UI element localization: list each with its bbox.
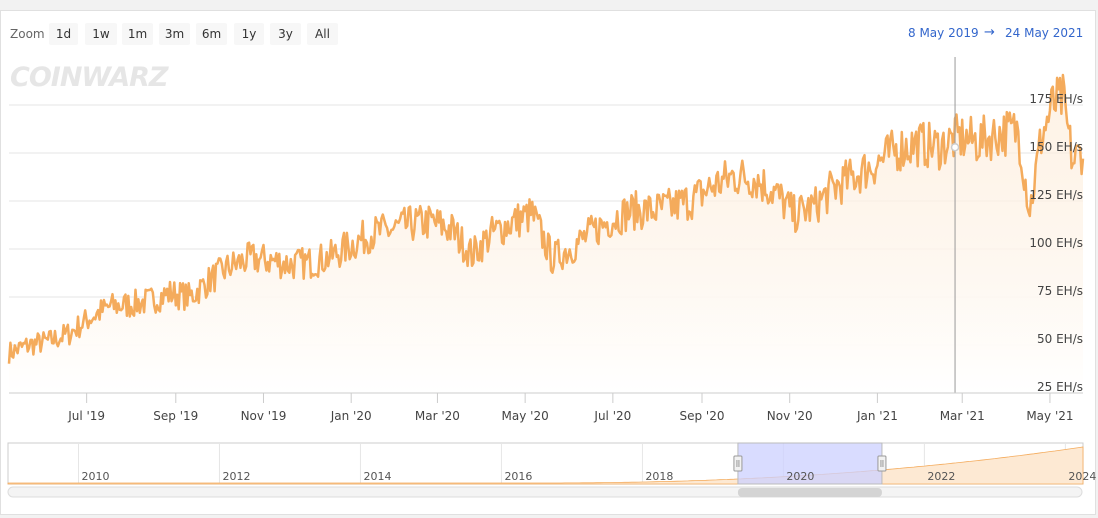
navigator-handle-left[interactable] <box>733 455 743 472</box>
y-tick-label: 25 EH/s <box>1037 380 1083 394</box>
zoom-button-1w[interactable]: 1w <box>85 23 117 45</box>
navigator-x-axis: 2010 2012 2014 2016 2018 2020 2022 2024 <box>81 470 1096 483</box>
x-tick-label: Nov '19 <box>241 409 287 423</box>
zoom-button-6m[interactable]: 6m <box>196 23 227 45</box>
x-tick-label: Nov '20 <box>767 409 813 423</box>
zoom-label: Zoom <box>10 27 45 41</box>
x-tick-label: May '21 <box>1026 409 1073 423</box>
y-tick-label: 50 EH/s <box>1037 332 1083 346</box>
navigator-tick-label: 2016 <box>504 470 532 483</box>
range-arrow: → <box>984 25 995 40</box>
y-tick-label: 150 EH/s <box>1029 140 1083 154</box>
coinwarz-watermark: COINWARZ <box>10 62 169 93</box>
x-tick-label: Jan '20 <box>330 409 372 423</box>
series-area <box>9 75 1083 393</box>
x-tick-label: Mar '21 <box>940 409 985 423</box>
y-tick-label: 75 EH/s <box>1037 284 1083 298</box>
y-axis: 25 EH/s 50 EH/s 75 EH/s 100 EH/s 125 EH/s 150… <box>1029 92 1083 394</box>
navigator-selection[interactable] <box>737 442 883 485</box>
x-tick-label: Sep '19 <box>153 409 198 423</box>
navigator-tick-label: 2022 <box>927 470 955 483</box>
navigator[interactable]: 2010 2012 2014 2016 2018 2020 2022 2024 <box>7 442 1096 485</box>
scrollbar-thumb[interactable] <box>737 488 882 497</box>
series-line <box>7 73 1085 364</box>
navigator-handle-right[interactable] <box>877 455 887 472</box>
zoom-button-1m[interactable]: 1m <box>122 23 153 45</box>
zoom-button-1d[interactable]: 1d <box>49 23 78 45</box>
zoom-button-3m[interactable]: 3m <box>159 23 190 45</box>
scrollbar-track[interactable] <box>7 486 1083 498</box>
range-from-input[interactable]: 8 May 2019 <box>908 26 979 40</box>
range-to-input[interactable]: 24 May 2021 <box>1005 26 1084 40</box>
hover-point <box>950 142 960 152</box>
zoom-button-all[interactable]: All <box>307 23 338 45</box>
x-tick-label: May '20 <box>502 409 549 423</box>
y-tick-label: 125 EH/s <box>1029 188 1083 202</box>
x-tick-label: Jul '20 <box>593 409 631 423</box>
navigator-tick-label: 2020 <box>786 470 814 483</box>
zoom-button-3y[interactable]: 3y <box>270 23 301 45</box>
navigator-tick-label: 2024 <box>1068 470 1096 483</box>
navigator-tick-label: 2010 <box>81 470 109 483</box>
navigator-area <box>7 446 1084 485</box>
x-tick-label: Sep '20 <box>679 409 724 423</box>
x-tick-label: Jul '19 <box>67 409 105 423</box>
navigator-tick-label: 2012 <box>222 470 250 483</box>
navigator-tick-label: 2018 <box>645 470 673 483</box>
x-tick-label: Mar '20 <box>415 409 460 423</box>
y-tick-label: 175 EH/s <box>1029 92 1083 106</box>
x-tick-label: Jan '21 <box>856 409 898 423</box>
zoom-button-1y[interactable]: 1y <box>234 23 264 45</box>
y-tick-label: 100 EH/s <box>1029 236 1083 250</box>
navigator-tick-label: 2014 <box>363 470 391 483</box>
x-axis: Jul '19 Sep '19 Nov '19 Jan '20 Mar '20 May '… <box>67 393 1074 423</box>
